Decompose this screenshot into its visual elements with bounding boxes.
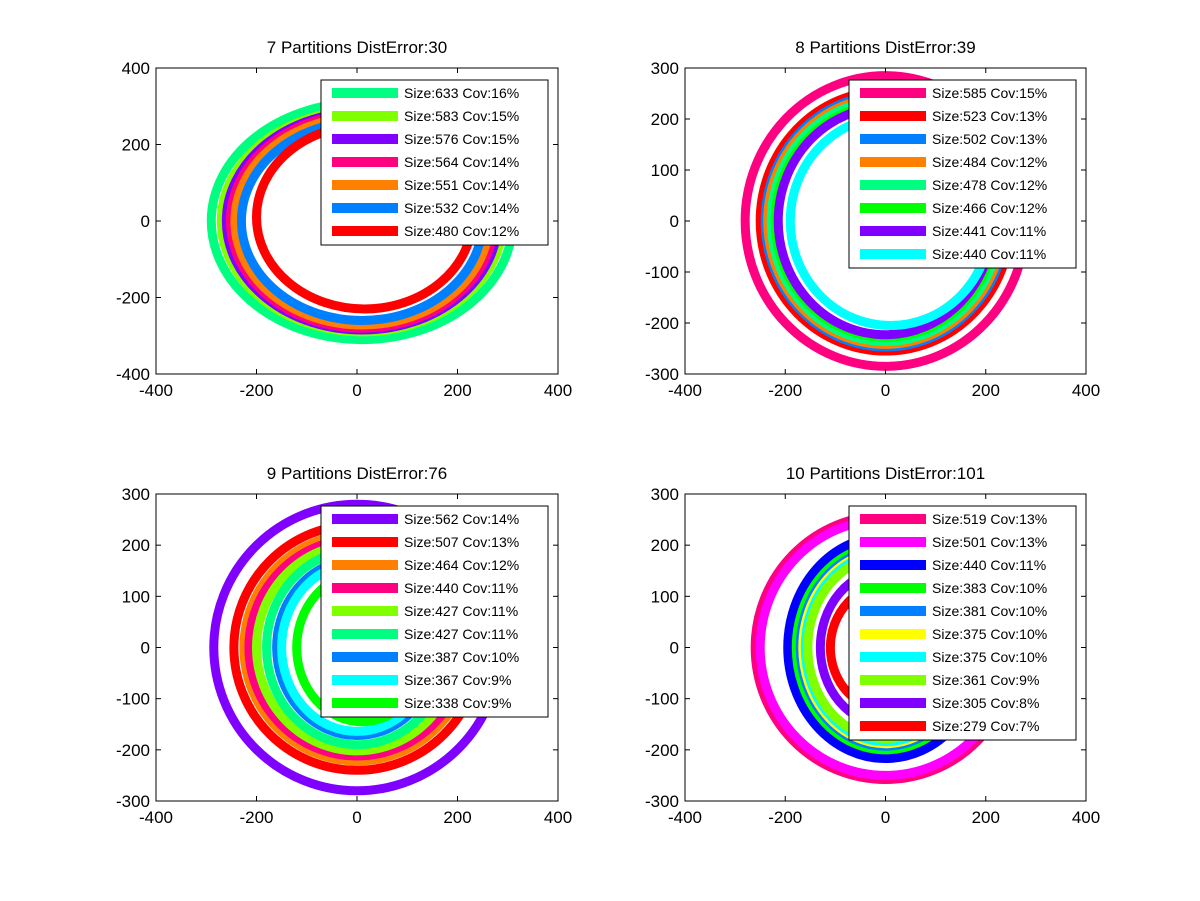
legend-entry: Size:585 Cov:15% (932, 85, 1047, 101)
x-tick-label: -200 (239, 381, 273, 400)
x-tick-label: 400 (1072, 381, 1100, 400)
legend-entry: Size:583 Cov:15% (404, 108, 519, 124)
x-tick-label: -400 (668, 381, 702, 400)
y-tick-label: 0 (141, 212, 150, 231)
legend-entry: Size:375 Cov:10% (932, 649, 1047, 665)
legend-entry: Size:576 Cov:15% (404, 131, 519, 147)
y-tick-label: -200 (645, 314, 679, 333)
legend-entry: Size:507 Cov:13% (404, 534, 519, 550)
y-tick-label: -200 (116, 741, 150, 760)
x-tick-label: 200 (443, 381, 471, 400)
y-tick-label: -200 (116, 289, 150, 308)
legend-entry: Size:387 Cov:10% (404, 649, 519, 665)
legend-entry: Size:501 Cov:13% (932, 534, 1047, 550)
y-tick-label: 0 (141, 639, 150, 658)
x-tick-label: 200 (972, 808, 1000, 827)
chart-panel-3: 9 Partitions DistError:76 -400 -200 0 200 400… (116, 464, 572, 827)
x-tick-label: -400 (139, 808, 173, 827)
y-tick-label: -100 (116, 690, 150, 709)
legend-entry: Size:484 Cov:12% (932, 154, 1047, 170)
y-tick-label: 0 (670, 212, 679, 231)
legend-entry: Size:381 Cov:10% (932, 603, 1047, 619)
chart-title: 9 Partitions DistError:76 (267, 464, 447, 483)
x-tick-label: 0 (881, 808, 890, 827)
y-tick-label: 100 (651, 161, 679, 180)
y-tick-label: -300 (116, 792, 150, 811)
y-tick-label: 100 (651, 587, 679, 606)
legend-entry: Size:361 Cov:9% (932, 672, 1039, 688)
legend-entry: Size:464 Cov:12% (404, 557, 519, 573)
legend-entry: Size:466 Cov:12% (932, 200, 1047, 216)
legend-entry: Size:305 Cov:8% (932, 695, 1039, 711)
legend-entry: Size:427 Cov:11% (404, 626, 518, 642)
legend-entry: Size:564 Cov:14% (404, 154, 519, 170)
legend-entry: Size:441 Cov:11% (932, 223, 1046, 239)
y-tick-label: 300 (651, 59, 679, 78)
legend-entry: Size:562 Cov:14% (404, 511, 519, 527)
y-tick-label: -200 (645, 741, 679, 760)
x-tick-label: -200 (768, 808, 802, 827)
y-tick-label: 100 (122, 587, 150, 606)
legend-entry: Size:551 Cov:14% (404, 177, 519, 193)
chart-title: 10 Partitions DistError:101 (786, 464, 985, 483)
chart-panel-1: 7 Partitions DistError:30 -400 -200 0 200 400… (116, 38, 572, 400)
legend-entry: Size:338 Cov:9% (404, 695, 511, 711)
y-tick-label: -100 (645, 690, 679, 709)
legend-entry: Size:383 Cov:10% (932, 580, 1047, 596)
legend-entry: Size:480 Cov:12% (404, 223, 519, 239)
x-tick-label: 400 (544, 808, 572, 827)
x-tick-label: -400 (668, 808, 702, 827)
x-tick-label: -200 (768, 381, 802, 400)
y-tick-label: 200 (122, 536, 150, 555)
legend-entry: Size:523 Cov:13% (932, 108, 1047, 124)
chart-title: 7 Partitions DistError:30 (267, 38, 447, 57)
x-tick-label: 400 (544, 381, 572, 400)
y-tick-label: -400 (116, 365, 150, 384)
x-tick-label: 0 (881, 381, 890, 400)
x-tick-label: 200 (972, 381, 1000, 400)
legend-entry: Size:440 Cov:11% (932, 246, 1046, 262)
y-tick-label: 300 (651, 485, 679, 504)
legend-entry: Size:375 Cov:10% (932, 626, 1047, 642)
legend-entry: Size:279 Cov:7% (932, 718, 1039, 734)
legend-entry: Size:519 Cov:13% (932, 511, 1047, 527)
legend-entry: Size:367 Cov:9% (404, 672, 511, 688)
legend-entry: Size:532 Cov:14% (404, 200, 519, 216)
chart-title: 8 Partitions DistError:39 (795, 38, 975, 57)
chart-panel-4: 10 Partitions DistError:101 -400 -200 0 200 4… (645, 464, 1100, 827)
y-tick-label: 0 (670, 639, 679, 658)
legend: Size:633 Cov:16% Size:583 Cov:15% Size:576… (320, 79, 549, 246)
y-tick-label: 200 (122, 136, 150, 155)
y-tick-label: 200 (651, 536, 679, 555)
x-tick-label: -400 (139, 381, 173, 400)
y-tick-label: 300 (122, 485, 150, 504)
legend-entry: Size:427 Cov:11% (404, 603, 518, 619)
legend: Size:585 Cov:15% Size:523 Cov:13% Size:502… (848, 79, 1077, 269)
legend-entry: Size:440 Cov:11% (932, 557, 1046, 573)
x-tick-label: 200 (443, 808, 471, 827)
y-tick-label: 200 (651, 110, 679, 129)
x-tick-label: 400 (1072, 808, 1100, 827)
legend-entry: Size:478 Cov:12% (932, 177, 1047, 193)
y-tick-label: -100 (645, 263, 679, 282)
legend: Size:519 Cov:13% Size:501 Cov:13% Size:440… (848, 505, 1077, 741)
legend-entry: Size:440 Cov:11% (404, 580, 518, 596)
legend-entry: Size:633 Cov:16% (404, 85, 519, 101)
x-tick-label: 0 (352, 808, 361, 827)
legend-entry: Size:502 Cov:13% (932, 131, 1047, 147)
legend: Size:562 Cov:14% Size:507 Cov:13% Size:464… (320, 505, 549, 718)
y-tick-label: 400 (122, 59, 150, 78)
x-tick-label: 0 (352, 381, 361, 400)
chart-panel-2: 8 Partitions DistError:39 -400 -200 0 200 400… (645, 38, 1100, 400)
y-tick-label: -300 (645, 792, 679, 811)
y-tick-label: -300 (645, 365, 679, 384)
x-tick-label: -200 (239, 808, 273, 827)
